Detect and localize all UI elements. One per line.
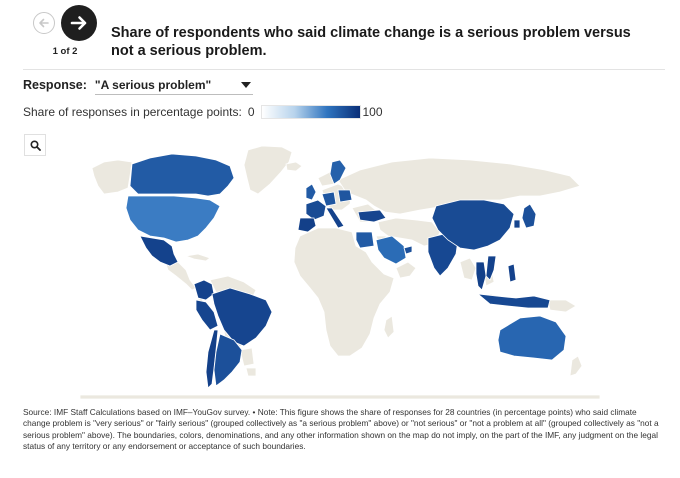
country-argentina[interactable]: Argentina: 88 (213, 333, 243, 387)
land-alaska (91, 159, 133, 195)
land-cuba (184, 253, 211, 262)
land-central-america (165, 261, 197, 291)
country-italy[interactable]: Italy: 93 (325, 207, 345, 229)
surveyed-countries-layer: Canada: 84 United States: 72 Mexico: 93 … (125, 153, 567, 389)
country-vietnam[interactable]: Vietnam: 93 (485, 255, 497, 281)
arrow-right-icon (70, 16, 87, 30)
legend-max-value: 100 (362, 105, 383, 119)
country-saudi-arabia[interactable]: Saudi Arabia: 78 (375, 235, 407, 265)
country-south-korea[interactable]: South Korea: 92 (513, 219, 521, 229)
header-divider (23, 69, 665, 70)
land-africa (293, 227, 395, 357)
zoom-button[interactable] (24, 134, 46, 156)
country-japan[interactable]: Japan: 88 (521, 203, 537, 229)
land-russia-central-asia (337, 157, 581, 215)
country-indonesia[interactable]: Indonesia: 91 (476, 293, 551, 309)
country-germany[interactable]: Germany: 86 (321, 191, 337, 207)
arrow-left-icon (39, 18, 49, 28)
country-brazil[interactable]: Brazil: 92 (211, 287, 273, 347)
country-united-arab-emirates[interactable]: United Arab Emirates: 88 (403, 245, 413, 255)
country-philippines[interactable]: Philippines: 93 (507, 263, 517, 283)
country-peru[interactable]: Peru: 92 (195, 299, 219, 331)
legend-min-value: 0 (247, 105, 255, 119)
chart-title: Share of respondents who said climate ch… (111, 25, 631, 59)
country-mexico[interactable]: Mexico: 93 (139, 235, 179, 267)
response-dropdown[interactable]: "A serious problem" (94, 76, 253, 95)
country-australia[interactable]: Australia: 80 (497, 315, 567, 361)
source-note: Source: IMF Staff Calculations based on … (23, 407, 659, 452)
legend-gradient-bar (260, 105, 361, 119)
page-counter: 1 of 2 (52, 46, 78, 57)
search-icon (29, 139, 41, 151)
country-canada[interactable]: Canada: 84 (129, 153, 235, 197)
country-china[interactable]: China: 90 (431, 199, 515, 251)
country-united-states[interactable]: United States: 72 (125, 195, 221, 243)
next-chart-button[interactable] (61, 5, 97, 41)
country-united-kingdom[interactable]: United Kingdom: 84 (305, 183, 317, 201)
caret-down-icon (240, 81, 251, 88)
country-colombia[interactable]: Colombia: 93 (193, 279, 215, 301)
country-chile[interactable]: Chile: 94 (205, 329, 219, 389)
country-france[interactable]: France: 90 (305, 199, 327, 221)
country-spain[interactable]: Spain: 94 (297, 217, 317, 233)
previous-chart-button[interactable] (33, 12, 55, 34)
country-turkey[interactable]: Turkey: 92 (357, 209, 387, 223)
land-greenland (243, 145, 293, 195)
response-label: Response: (23, 78, 87, 92)
land-iceland (285, 161, 303, 172)
country-thailand[interactable]: Thailand: 94 (475, 261, 487, 291)
country-egypt[interactable]: Egypt: 84 (355, 231, 375, 249)
country-poland[interactable]: Poland: 86 (337, 189, 353, 203)
color-legend: Share of responses in percentage points:… (23, 104, 383, 120)
legend-label: Share of responses in percentage points: (23, 105, 242, 119)
land-new-zealand (569, 355, 583, 377)
land-antarctica-edge (79, 394, 601, 400)
country-sweden[interactable]: Sweden: 82 (329, 159, 347, 185)
response-selected-value: "A serious problem" (94, 77, 212, 92)
response-filter: Response: "A serious problem" (23, 76, 253, 95)
